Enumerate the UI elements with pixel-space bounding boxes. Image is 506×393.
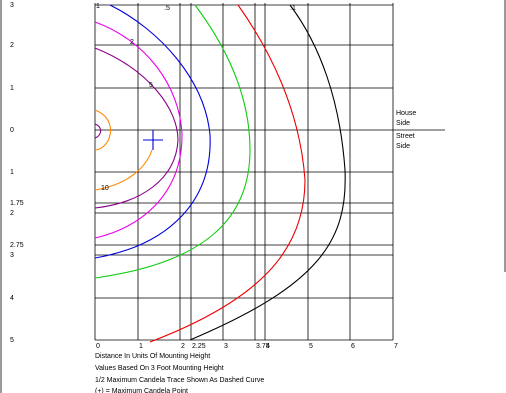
grid (94, 3, 394, 341)
x-label: 4 (266, 343, 270, 350)
x-label: 7 (394, 343, 398, 350)
y-label: 2 (10, 210, 14, 217)
x-label: 2.25 (192, 343, 206, 350)
side-label: House (396, 110, 416, 117)
y-label: 1 (10, 85, 14, 92)
y-label: 2.75 (10, 242, 24, 249)
contour (94, 4, 251, 279)
x-label: 3 (224, 343, 228, 350)
contour-label: .1 (290, 5, 296, 12)
contour (94, 4, 211, 259)
note: Values Based On 3 Foot Mounting Height (95, 365, 224, 372)
x-label: 3.75 (256, 343, 270, 350)
contour-label: 10 (101, 185, 109, 192)
contour (94, 21, 183, 239)
y-label: 4 (10, 295, 14, 302)
y-label: 3 (10, 2, 14, 9)
contour (94, 149, 153, 191)
note: Distance In Units Of Mounting Height (95, 353, 210, 360)
x-label: 2 (181, 343, 185, 350)
note: 1/2 Maximum Candela Trace Shown As Dashe… (95, 377, 264, 384)
x-label: 1 (139, 343, 143, 350)
contour-label: 2 (130, 39, 134, 46)
side-label: Street (396, 133, 415, 140)
x-label: 5 (309, 343, 313, 350)
contour (149, 4, 306, 343)
y-label: 2 (10, 42, 14, 49)
y-label: 1 (10, 169, 14, 176)
contour (94, 109, 112, 151)
y-label: 3 (10, 252, 14, 259)
contours (94, 4, 346, 343)
contour-label: .5 (164, 5, 170, 12)
contour (94, 47, 179, 209)
side-label: Side (396, 120, 410, 127)
max-candela-point (143, 130, 163, 150)
contour-label: 1 (96, 3, 100, 10)
x-label: 0 (96, 343, 100, 350)
y-label: 0 (10, 127, 14, 134)
note: (+) = Maximum Candela Point (95, 388, 188, 393)
side-label: Side (396, 143, 410, 150)
x-label: 6 (351, 343, 355, 350)
contour (189, 4, 346, 341)
y-label: 5 (10, 337, 14, 344)
contour-label: 5 (149, 82, 153, 89)
y-label: 1.75 (10, 200, 24, 207)
contour (94, 123, 102, 139)
